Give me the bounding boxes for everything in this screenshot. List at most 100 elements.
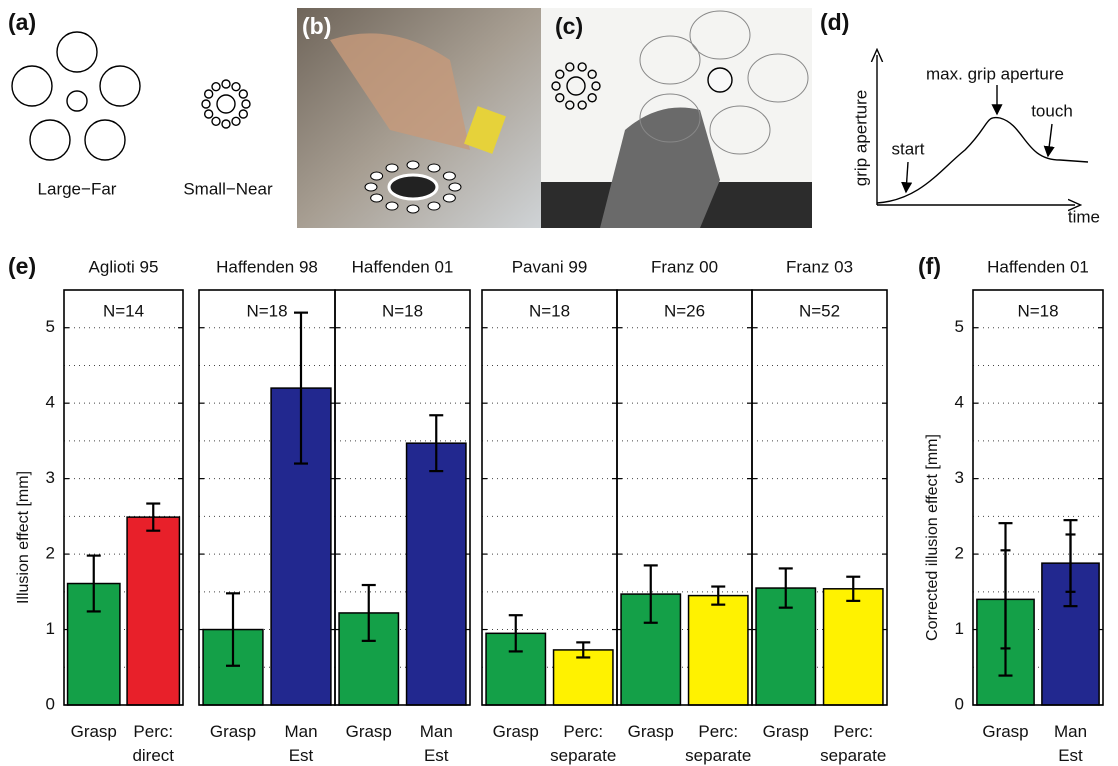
- x-tick-label: Grasp: [493, 722, 539, 741]
- target-circle: [211, 116, 221, 127]
- x-tick-label: Grasp: [763, 722, 809, 741]
- axis-label: time: [1068, 207, 1100, 226]
- target-circle: [689, 10, 751, 60]
- target-circle: [84, 119, 126, 161]
- target-circle: [231, 81, 241, 92]
- annotation: touch: [1031, 101, 1073, 120]
- error-bar: [146, 502, 161, 532]
- target-circle: [551, 81, 561, 91]
- bar: [687, 594, 749, 706]
- x-tick-label: Man Est: [1054, 722, 1087, 765]
- target-circle: [29, 119, 71, 161]
- target-circle: [555, 93, 565, 103]
- error-bar: [778, 567, 793, 609]
- target-circle: [587, 93, 597, 103]
- error-bar: [1065, 533, 1076, 593]
- target-circle: [442, 171, 456, 181]
- x-tick-label: Grasp: [210, 722, 256, 741]
- plot-frame: [972, 289, 1104, 706]
- bar: [126, 516, 181, 706]
- y-tick-label: 1: [46, 619, 55, 638]
- annotation: N=18: [382, 301, 423, 320]
- annotation: N=18: [1017, 301, 1058, 320]
- target-circle: [66, 90, 88, 112]
- annotation: start: [891, 139, 924, 158]
- x-tick-label: Perc: separate: [550, 722, 616, 765]
- x-tick-label: Grasp: [628, 722, 674, 741]
- chart-title: Pavani 99: [512, 257, 588, 276]
- annotation: N=14: [103, 301, 144, 320]
- target-circle: [201, 99, 211, 109]
- annotation: N=26: [664, 301, 705, 320]
- arrow: [901, 161, 913, 194]
- target-circle: [427, 201, 441, 211]
- chart-title: Haffenden 98: [216, 257, 318, 276]
- bar: [405, 442, 467, 706]
- hand: [600, 107, 720, 228]
- target-circle: [565, 100, 575, 110]
- error-bar: [361, 583, 376, 642]
- error-bar: [429, 414, 444, 473]
- target-circle: [587, 69, 597, 79]
- y-tick-label: 3: [46, 468, 55, 487]
- target-circle: [238, 89, 249, 99]
- bar: [822, 588, 884, 706]
- annotation: N=18: [529, 301, 570, 320]
- panel-label: (e): [8, 253, 36, 279]
- y-axis-label: Corrected illusion effect [mm]: [924, 434, 941, 641]
- x-tick-label: Grasp: [71, 722, 117, 741]
- target-circle: [385, 163, 399, 173]
- top-panels: (a) Large−Far Small−Near (b) (c) (d) gri…: [8, 8, 1100, 279]
- panel-label: (c): [555, 13, 583, 39]
- target-circle: [709, 105, 771, 155]
- y-axis-label: Illusion effect [mm]: [15, 471, 32, 604]
- y-tick-label: 4: [46, 393, 55, 412]
- target-circle: [241, 99, 251, 109]
- target-circle: [747, 53, 809, 103]
- x-tick-label: Man Est: [284, 722, 317, 765]
- y-tick-label: 5: [46, 317, 55, 336]
- panel-label: (d): [820, 9, 849, 35]
- y-tick-label: 3: [955, 468, 964, 487]
- caption: Large−Far: [38, 179, 117, 198]
- chart-title: Franz 00: [651, 257, 718, 276]
- x-tick-label: Perc: separate: [685, 722, 751, 765]
- annotation: N=18: [246, 301, 287, 320]
- x-tick-label: Perc: separate: [820, 722, 886, 765]
- target-circle: [203, 89, 214, 99]
- error-bar: [846, 575, 861, 602]
- target-circle: [555, 69, 565, 79]
- target-circle: [577, 62, 587, 72]
- target-circle: [427, 163, 441, 173]
- chart-title: Haffenden 01: [352, 257, 454, 276]
- target-circle: [577, 100, 587, 110]
- panel-label: (f): [918, 253, 941, 279]
- plot-frame: [751, 289, 888, 706]
- curve: [876, 116, 1089, 204]
- panel-label: (b): [302, 13, 331, 39]
- target-circle: [370, 171, 384, 181]
- target-circle: [203, 109, 214, 119]
- target-circle: [442, 193, 456, 203]
- x-tick-label: Perc: direct: [132, 722, 174, 765]
- x-tick-label: Grasp: [346, 722, 392, 741]
- target-circle: [385, 201, 399, 211]
- arrow: [1043, 123, 1055, 158]
- x-tick-label: Man Est: [420, 722, 453, 765]
- plot-frame: [63, 289, 184, 706]
- y-tick-label: 0: [955, 694, 964, 713]
- error-bar: [576, 641, 591, 659]
- target-circle: [639, 93, 701, 143]
- error-bar: [643, 564, 658, 624]
- y-tick-label: 0: [46, 694, 55, 713]
- chart-title: Franz 03: [786, 257, 853, 276]
- annotation: N=52: [799, 301, 840, 320]
- y-tick-label: 5: [955, 317, 964, 336]
- target-circle: [707, 67, 733, 93]
- target-circle: [216, 94, 236, 114]
- y-tick-label: 2: [46, 544, 55, 563]
- hand: [330, 33, 470, 151]
- sensor: [464, 106, 506, 154]
- target-circle: [406, 204, 420, 214]
